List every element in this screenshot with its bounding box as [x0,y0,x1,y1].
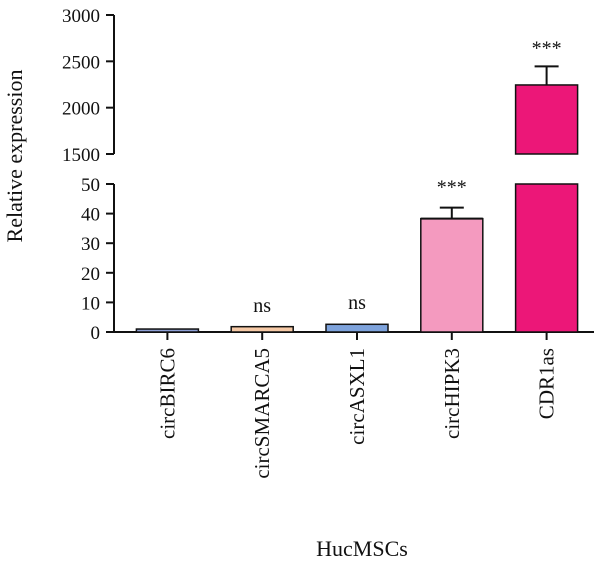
y-tick-label: 50 [81,175,100,196]
bars [135,65,579,333]
significance-label: *** [532,37,562,59]
x-axis-title: HucMSCs [316,536,408,561]
y-axis-title: Relative expression [2,70,27,243]
bar [230,325,294,333]
y-tick-label: 0 [91,323,101,344]
bar [135,328,200,333]
category-label: CDR1as [535,348,559,419]
category-label: circASXL1 [345,348,369,445]
y-tick-label: 40 [81,205,100,226]
y-tick-label: 30 [81,234,100,255]
y-tick-label: 10 [81,293,100,314]
y-tick-label: 20 [81,264,100,285]
labels: circBIRC6 ns circSMARCA5 ns circASXL1 *** circ… [155,37,561,478]
axes: 0 10 20 30 40 50 1500 2000 2500 3000 [62,6,594,344]
bar-upper [514,84,579,155]
y-tick-label: 2500 [62,52,100,73]
category-label: circHIPK3 [440,348,464,439]
category-label: circBIRC6 [155,348,179,439]
significance-label: ns [253,295,271,317]
significance-label: ns [348,292,366,314]
category-label: circSMARCA5 [250,348,274,479]
bar [420,217,484,333]
y-tick-label: 3000 [62,6,100,27]
bar [514,183,579,333]
y-tick-label: 2000 [62,99,100,120]
y-tick-label: 1500 [62,145,100,166]
significance-label: *** [437,177,467,199]
bar [325,323,389,333]
